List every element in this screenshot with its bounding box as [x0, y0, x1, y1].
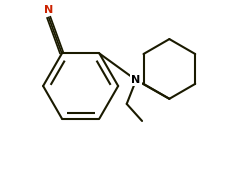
Text: N: N — [44, 5, 53, 15]
Text: N: N — [132, 75, 141, 85]
